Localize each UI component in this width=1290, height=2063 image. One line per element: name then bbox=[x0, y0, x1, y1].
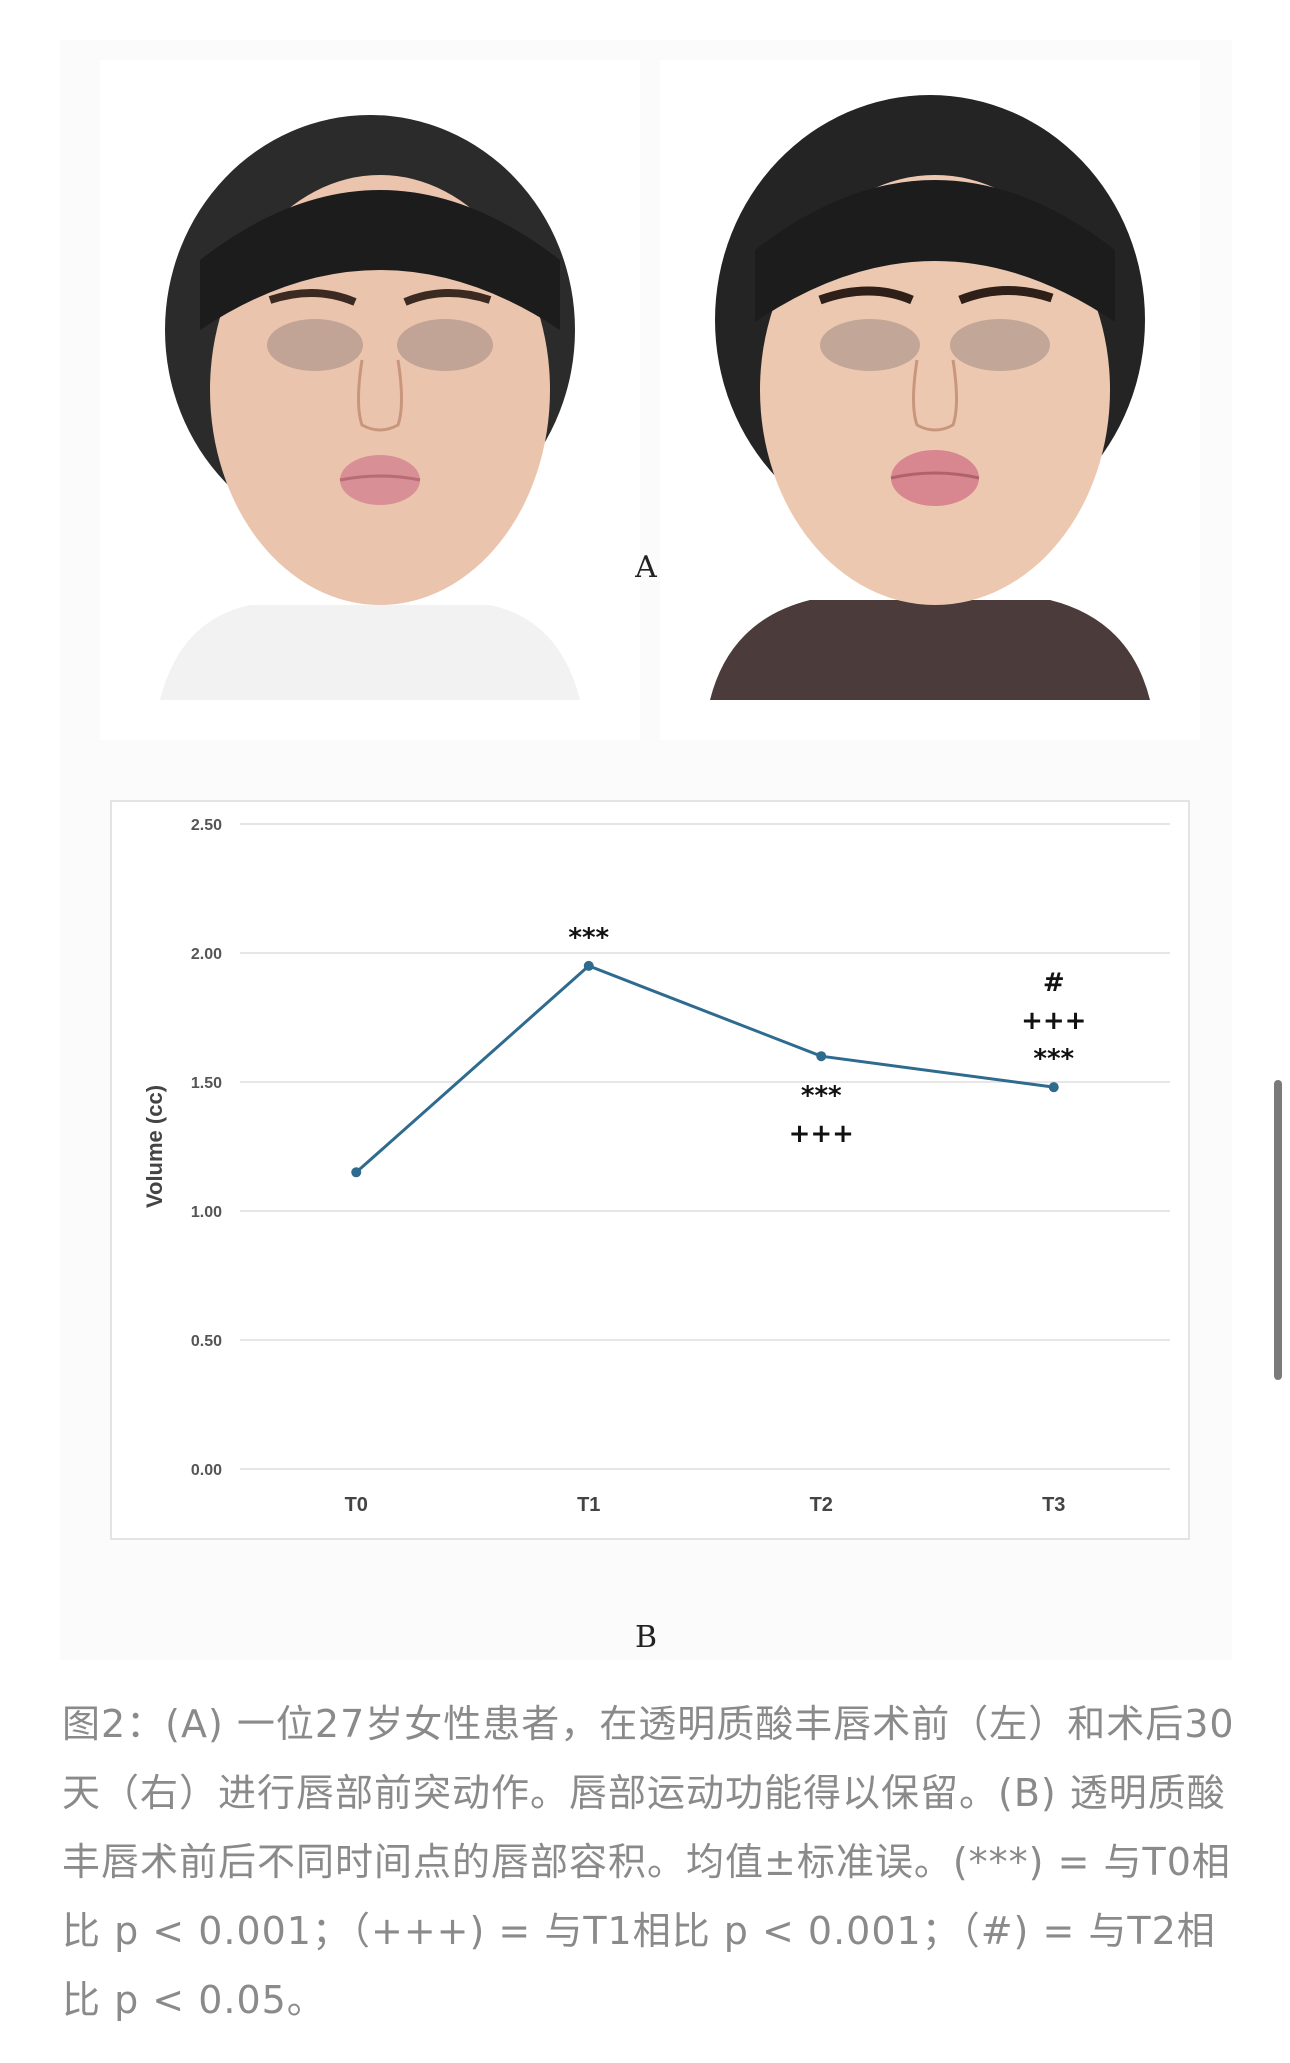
significance-marker: *** bbox=[1033, 1044, 1074, 1074]
data-point bbox=[583, 960, 594, 971]
significance-marker: +++ bbox=[1021, 1006, 1086, 1036]
y-tick-label: 2.00 bbox=[191, 946, 222, 963]
x-tick-label: T2 bbox=[810, 1494, 833, 1516]
x-tick-label: T3 bbox=[1042, 1494, 1065, 1516]
panel-a-label: A bbox=[635, 550, 657, 585]
significance-marker: # bbox=[1043, 968, 1065, 998]
y-axis-label: Volume (cc) bbox=[142, 1085, 167, 1208]
significance-marker: *** bbox=[568, 923, 609, 953]
scrollbar[interactable] bbox=[1274, 1080, 1282, 1380]
figure: A 0.00 0.50 1.00 1.50 2.00 2.50 Volume (cc) T0 T… bbox=[60, 40, 1232, 1660]
x-tick-label: T0 bbox=[345, 1494, 368, 1516]
chart-svg: 0.00 0.50 1.00 1.50 2.00 2.50 Volume (cc) T0 T1 T… bbox=[142, 817, 1170, 1516]
x-tick-label: T1 bbox=[577, 1494, 600, 1516]
photo-before bbox=[100, 60, 640, 740]
significance-marker: *** bbox=[801, 1081, 842, 1111]
line-chart: 0.00 0.50 1.00 1.50 2.00 2.50 Volume (cc) T0 T1 T… bbox=[110, 800, 1190, 1540]
y-tick-label: 1.00 bbox=[191, 1204, 222, 1221]
data-point bbox=[1048, 1082, 1059, 1093]
y-tick-label: 0.00 bbox=[191, 1462, 222, 1479]
data-point bbox=[351, 1167, 362, 1178]
y-tick-label: 1.50 bbox=[191, 1075, 222, 1092]
series-line bbox=[355, 964, 1054, 1174]
photo-after bbox=[660, 60, 1200, 740]
panel-b-label: B bbox=[634, 1620, 658, 1655]
y-tick-label: 0.50 bbox=[191, 1333, 222, 1350]
y-tick-label: 2.50 bbox=[191, 817, 222, 834]
significance-marker: +++ bbox=[789, 1119, 854, 1149]
figure-caption: 图2：(A) 一位27岁女性患者，在透明质酸丰唇术前（左）和术后30天（右）进行… bbox=[62, 1702, 1235, 2022]
data-point bbox=[816, 1051, 827, 1062]
